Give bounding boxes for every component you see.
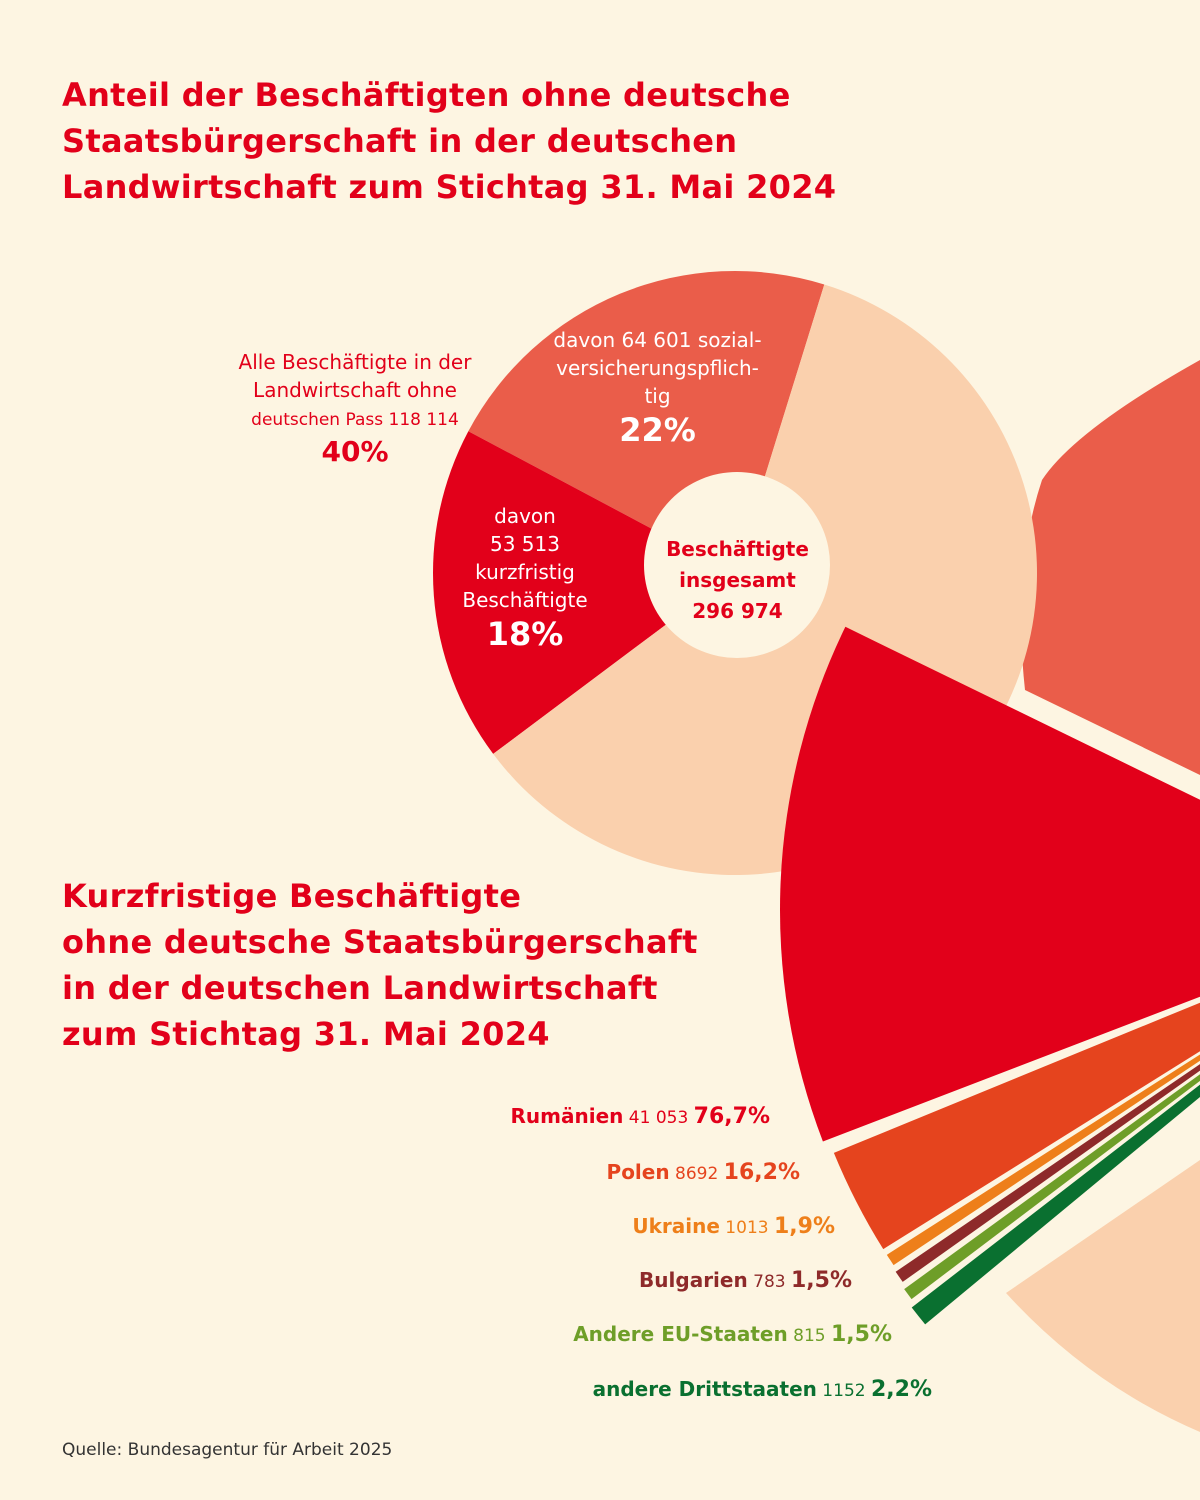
title-bottom-line: zum Stichtag 31. Mai 2024 xyxy=(62,1015,550,1053)
label-line: davon 64 601 sozial- xyxy=(553,328,762,352)
label-line: 296 974 xyxy=(692,599,783,623)
legend-count: 1013 xyxy=(719,1218,774,1238)
legend-item: Polen 8692 16,2% xyxy=(607,1160,800,1185)
title-bottom: Kurzfristige Beschäftigte ohne deutsche … xyxy=(62,873,698,1057)
source-note: Quelle: Bundesagentur für Arbeit 2025 xyxy=(62,1440,393,1460)
legend-item: Rumänien 41 053 76,7% xyxy=(511,1104,771,1129)
title-bottom-line: Kurzfristige Beschäftigte xyxy=(62,877,522,915)
label-line: deutschen Pass 118 114 xyxy=(251,410,459,430)
slice-label-social: davon 64 601 sozial- versicherungspflich… xyxy=(520,326,795,450)
label-line: 53 513 xyxy=(490,532,560,556)
pie-slice-ukraine xyxy=(886,1054,1200,1266)
decor-peach-shape xyxy=(1006,1160,1200,1432)
legend-percent: 1,5% xyxy=(830,1322,892,1347)
title-top-line: Staatsbürgerschaft in der deutschen xyxy=(62,122,738,160)
legend-count: 783 xyxy=(747,1272,791,1292)
legend-name: Bulgarien xyxy=(639,1268,748,1292)
legend-count: 815 xyxy=(787,1326,831,1346)
legend-percent: 1,9% xyxy=(773,1214,835,1239)
label-line: kurzfristig xyxy=(475,560,575,584)
label-line: tig xyxy=(644,384,671,408)
legend-count: 41 053 xyxy=(623,1108,694,1128)
outside-label: Alle Beschäftigte in der Landwirtschaft … xyxy=(200,348,510,470)
label-line: Beschäftigte xyxy=(666,537,809,561)
pie-slice-bulgarien xyxy=(895,1064,1200,1282)
legend-name: Ukraine xyxy=(632,1214,720,1238)
legend-percent: 76,7% xyxy=(693,1104,770,1129)
label-percent: 18% xyxy=(486,615,564,653)
label-line: insgesamt xyxy=(679,568,796,592)
legend-item: Ukraine 1013 1,9% xyxy=(632,1214,835,1239)
pie-slice-shortterm xyxy=(433,431,735,754)
short-term-pie xyxy=(780,626,1200,1325)
title-top: Anteil der Beschäftigten ohne deutsche S… xyxy=(62,72,836,210)
pie-slice-andere-eu-staaten xyxy=(904,1074,1200,1300)
label-line: versicherungspflich- xyxy=(556,356,759,380)
legend-item: Andere EU-Staaten 815 1,5% xyxy=(573,1322,892,1347)
legend-percent: 1,5% xyxy=(790,1268,852,1293)
pie-slice-rumänien xyxy=(780,626,1200,1142)
legend-count: 1152 xyxy=(816,1381,871,1401)
legend-item: andere Drittstaaten 1152 2,2% xyxy=(593,1377,932,1402)
slice-label-shortterm: davon 53 513 kurzfristig Beschäftigte 18… xyxy=(430,502,620,654)
legend-item: Bulgarien 783 1,5% xyxy=(639,1268,852,1293)
legend-percent: 16,2% xyxy=(723,1160,800,1185)
label-percent: 40% xyxy=(321,435,389,468)
title-top-line: Anteil der Beschäftigten ohne deutsche xyxy=(62,76,791,114)
legend-count: 8692 xyxy=(669,1164,724,1184)
label-line: davon xyxy=(494,504,556,528)
legend-name: Rumänien xyxy=(510,1104,624,1128)
title-bottom-line: ohne deutsche Staatsbürgerschaft xyxy=(62,923,698,961)
label-line: Beschäftigte xyxy=(462,588,588,612)
label-line: Alle Beschäftigte in der xyxy=(238,350,472,374)
label-percent: 22% xyxy=(619,411,696,449)
pie-slice-polen xyxy=(833,1002,1200,1250)
title-bottom-line: in der deutschen Landwirtschaft xyxy=(62,969,658,1007)
legend-name: Andere EU-Staaten xyxy=(573,1322,788,1346)
pie-center-hole xyxy=(644,472,830,658)
pie-slice-andere-drittstaaten xyxy=(911,1084,1200,1325)
legend-name: Polen xyxy=(606,1160,670,1184)
decor-coral-shape xyxy=(1021,360,1200,775)
label-line: Landwirtschaft ohne xyxy=(253,378,457,402)
center-label: Beschäftigte insgesamt 296 974 xyxy=(645,534,830,627)
legend-name: andere Drittstaaten xyxy=(592,1377,817,1401)
title-top-line: Landwirtschaft zum Stichtag 31. Mai 2024 xyxy=(62,168,837,206)
legend-percent: 2,2% xyxy=(870,1377,932,1402)
